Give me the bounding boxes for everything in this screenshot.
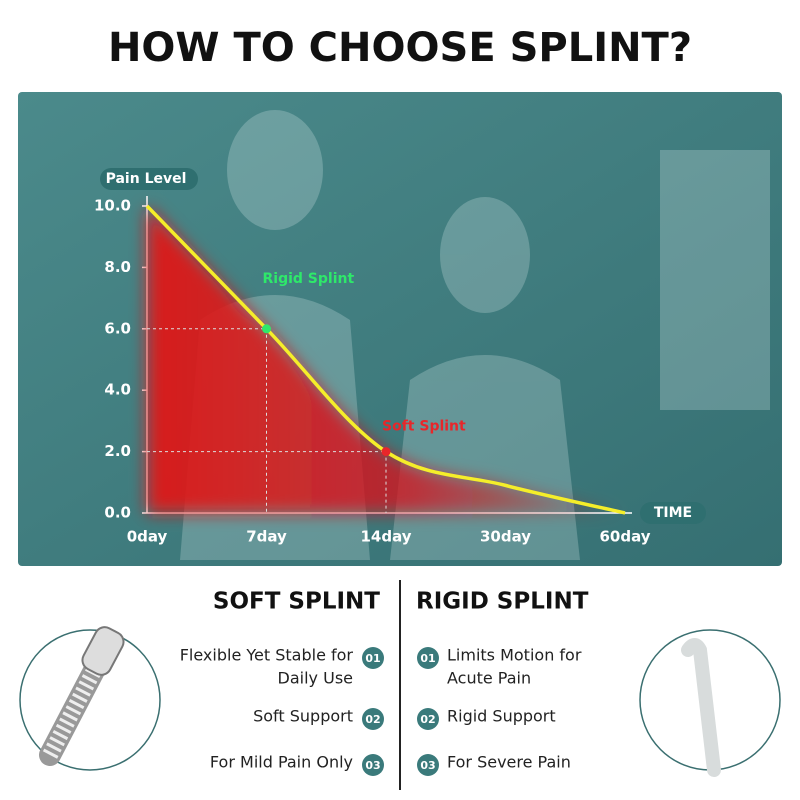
number-badge [417,708,439,730]
number: 01 [420,652,435,665]
annotation: Rigid Splint [263,271,355,287]
y-tick-label: 8.0 [104,258,131,276]
annotation: Soft Splint [382,419,466,435]
column-heading: RIGID SPLINT [416,589,589,615]
item-text: Daily Use [278,669,353,688]
number-badge [362,708,384,730]
item-text: For Mild Pain Only [210,753,353,772]
y-tick-label: 0.0 [104,504,131,522]
x-axis-label: TIME [654,505,692,521]
x-tick-label: 30day [480,528,531,546]
item-text: Soft Support [253,707,353,726]
item-text: Rigid Support [447,707,556,726]
number-badge [362,754,384,776]
number-badge [417,647,439,669]
point-marker [381,447,391,457]
number-badge [362,647,384,669]
number: 02 [365,713,380,726]
line [145,204,626,515]
x-tick-label: 60day [599,528,650,546]
item-text: Limits Motion for [447,646,582,665]
x-tick-label: 7day [246,528,287,546]
column-heading: SOFT SPLINT [213,589,380,615]
area-glow [147,206,625,513]
y-tick-label: 6.0 [104,319,131,337]
title: HOW TO CHOOSE SPLINT? [108,25,692,71]
y-tick-label: 4.0 [104,381,131,399]
y-label-pill [100,168,198,190]
number-badge [417,754,439,776]
x-label-pill [640,502,706,524]
y-tick-label: 2.0 [104,442,131,460]
y-axis-label: Pain Level [106,171,187,187]
rigid-splint-image [639,629,781,777]
number: 03 [420,759,435,772]
number: 01 [365,652,380,665]
soft-splint-image [19,626,161,771]
item-text: For Severe Pain [447,753,571,772]
item-text: Acute Pain [447,669,531,688]
item-text: Flexible Yet Stable for [180,646,354,665]
number: 02 [420,713,435,726]
y-tick-label: 10.0 [94,197,131,215]
number: 03 [365,759,380,772]
point-marker [262,324,271,334]
x-tick-label: 14day [360,528,411,546]
x-tick-label: 0day [127,528,168,546]
